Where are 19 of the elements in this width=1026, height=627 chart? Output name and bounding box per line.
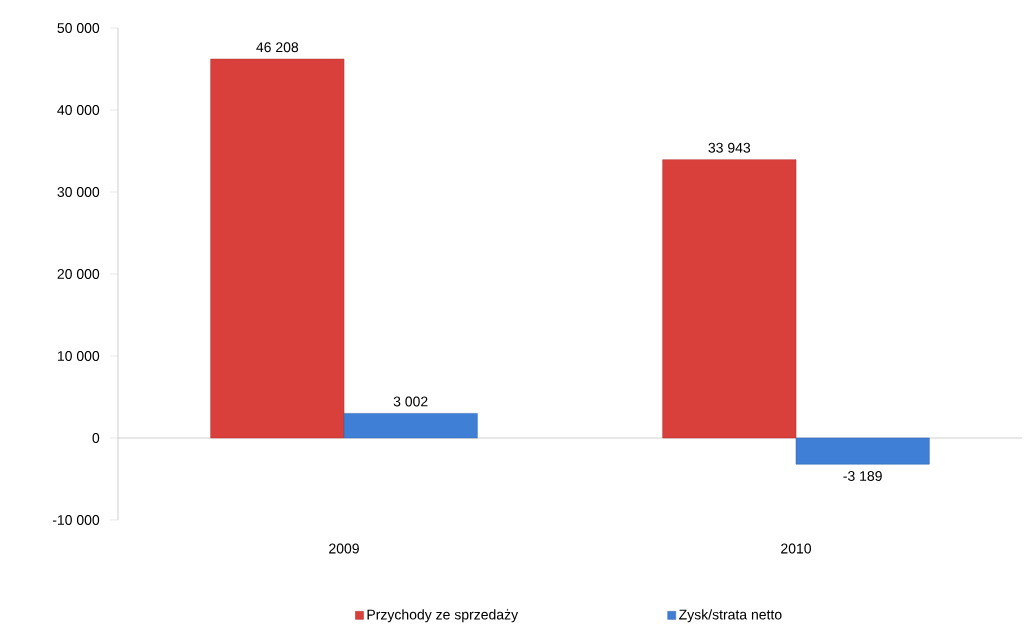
x-tick-label: 2010	[781, 543, 812, 554]
bar	[662, 159, 797, 439]
x-tick-label: 2009	[329, 543, 359, 554]
data-label: 46 208	[256, 42, 299, 53]
bar	[795, 437, 930, 465]
y-tick-label: 20 000	[57, 269, 100, 280]
data-label: -3 189	[843, 471, 882, 482]
data-label: 3 002	[393, 396, 428, 407]
y-tick-label: 40 000	[57, 105, 100, 116]
y-tick-label: 50 000	[57, 23, 100, 34]
y-tick-label: 10 000	[57, 351, 100, 362]
y-tick-label: 30 000	[57, 187, 100, 198]
bar	[343, 413, 478, 439]
y-tick-label: -10 000	[52, 515, 100, 526]
legend-label: Zysk/strata netto	[679, 609, 782, 623]
y-tick-label: 0	[92, 433, 100, 444]
bar	[210, 58, 345, 439]
legend-label: Przychody ze sprzedaży	[367, 609, 519, 623]
data-label: 33 943	[708, 142, 751, 153]
